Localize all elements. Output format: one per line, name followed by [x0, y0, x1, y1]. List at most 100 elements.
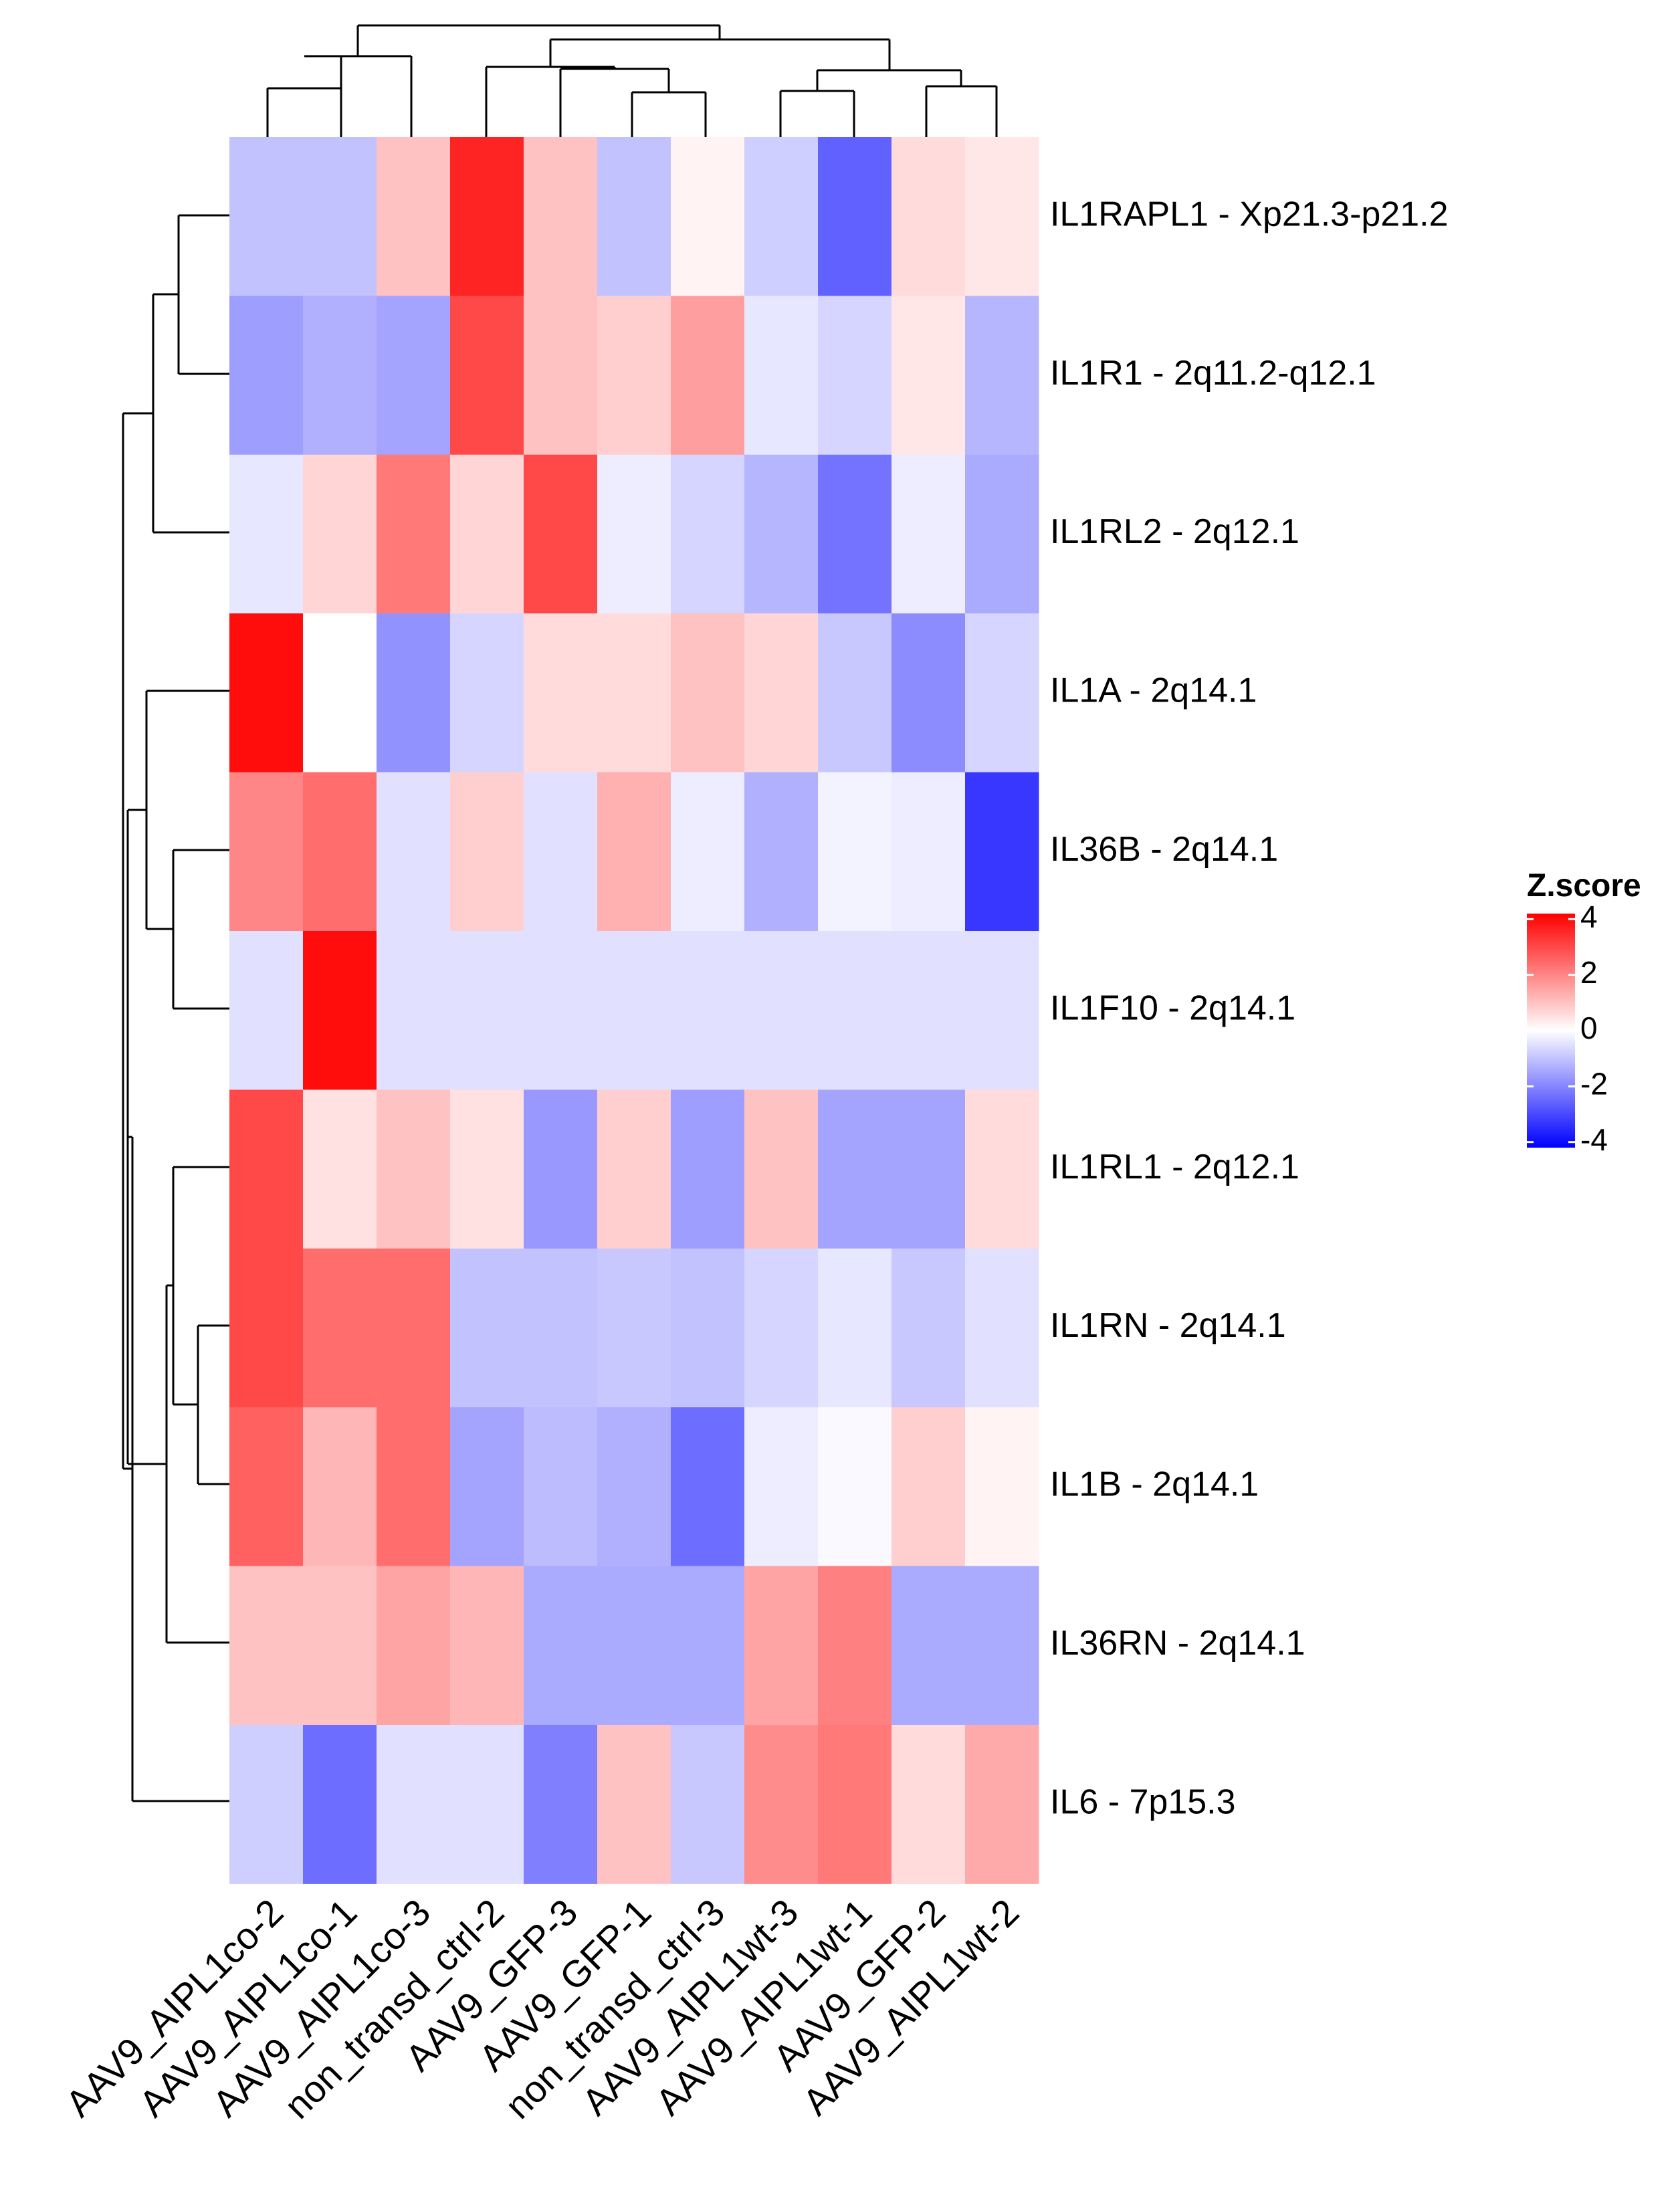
- heatmap-cell: [524, 772, 598, 932]
- heatmap-cell: [229, 613, 304, 773]
- heatmap-cell: [671, 296, 745, 455]
- heatmap-cell: [671, 931, 745, 1090]
- row-label: IL1B - 2q14.1: [1050, 1465, 1259, 1504]
- row-label: IL36RN - 2q14.1: [1050, 1624, 1305, 1663]
- heatmap-cell: [744, 1566, 819, 1725]
- heatmap-cell: [671, 1725, 745, 1884]
- heatmap-cell: [818, 613, 892, 773]
- legend-tick-label: -4: [1580, 1122, 1608, 1157]
- heatmap-cell: [965, 1248, 1039, 1408]
- heatmap-cell: [671, 613, 745, 773]
- heatmap-cell: [524, 137, 598, 296]
- heatmap-cell: [450, 613, 524, 773]
- column-dendrogram: [266, 24, 998, 137]
- heatmap-cell: [303, 1407, 377, 1567]
- row-label: IL1A - 2q14.1: [1050, 671, 1257, 710]
- heatmap-cell: [377, 454, 451, 614]
- heatmap-cell: [450, 1407, 524, 1567]
- heatmap-cell: [524, 454, 598, 614]
- heatmap-cell: [891, 1566, 966, 1725]
- heatmap-cell: [891, 931, 966, 1090]
- row-label: IL1RAPL1 - Xp21.3-p21.2: [1050, 195, 1449, 233]
- heatmap-cell: [965, 454, 1039, 614]
- heatmap-cell: [818, 772, 892, 932]
- legend-tick-label: -2: [1580, 1066, 1608, 1101]
- heatmap-cell: [671, 1089, 745, 1249]
- heatmap-cell: [597, 1725, 671, 1884]
- heatmap-cell: [303, 296, 377, 455]
- heatmap-cell: [744, 1725, 819, 1884]
- heatmap-cell: [891, 1248, 966, 1408]
- legend-tick-label: 0: [1580, 1011, 1598, 1045]
- heatmap-cell: [524, 1407, 598, 1567]
- heatmap-cell: [377, 1566, 451, 1725]
- heatmap-cell: [891, 1089, 966, 1249]
- heatmap-cell: [965, 1089, 1039, 1249]
- heatmap-cell: [303, 613, 377, 773]
- heatmap-cell: [965, 137, 1039, 296]
- heatmap-cell: [229, 1089, 304, 1249]
- heatmap-cell: [524, 1725, 598, 1884]
- heatmap-cell: [303, 1248, 377, 1408]
- heatmap-cell: [303, 772, 377, 932]
- heatmap-cell: [818, 454, 892, 614]
- heatmap-cell: [524, 931, 598, 1090]
- heatmap-cell: [671, 137, 745, 296]
- heatmap-cell: [377, 1407, 451, 1567]
- heatmap-cell: [597, 772, 671, 932]
- heatmap-cell: [377, 137, 451, 296]
- row-label: IL6 - 7p15.3: [1050, 1782, 1236, 1821]
- row-label: IL1F10 - 2q14.1: [1050, 988, 1295, 1027]
- heatmap-cell: [597, 613, 671, 773]
- heatmap-cell: [891, 613, 966, 773]
- heatmap-cell: [744, 772, 819, 932]
- heatmap-cell: [450, 772, 524, 932]
- heatmap-cell: [377, 1248, 451, 1408]
- heatmap-cell: [303, 454, 377, 614]
- heatmap-cell: [229, 1725, 304, 1884]
- heatmap-cell: [303, 137, 377, 296]
- heatmap-cell: [450, 1089, 524, 1249]
- heatmap-cell: [450, 1566, 524, 1725]
- heatmap-cell: [229, 137, 304, 296]
- row-label: IL1RL1 - 2q12.1: [1050, 1148, 1299, 1186]
- heatmap-cell: [303, 1089, 377, 1249]
- heatmap-cell: [450, 1725, 524, 1884]
- heatmap-cell: [377, 772, 451, 932]
- heatmap-cell: [671, 1566, 745, 1725]
- heatmap-cell: [597, 1089, 671, 1249]
- heatmap-cell: [744, 1407, 819, 1567]
- heatmap-cell: [891, 1725, 966, 1884]
- row-labels: IL1RAPL1 - Xp21.3-p21.2 IL1R1 - 2q11.2-q1…: [1050, 195, 1449, 1821]
- heatmap-cell: [450, 1248, 524, 1408]
- heatmap-cell: [744, 296, 819, 455]
- legend-colorbar: [1527, 914, 1575, 1148]
- heatmap-cell: [597, 296, 671, 455]
- heatmap-cell: [891, 137, 966, 296]
- heatmap-cell: [450, 137, 524, 296]
- heatmap-cell: [450, 454, 524, 614]
- heatmap-cell: [450, 296, 524, 455]
- heatmap-cell: [671, 1407, 745, 1567]
- heatmap-cell: [229, 1566, 304, 1725]
- heatmap-cell: [229, 454, 304, 614]
- heatmap-cell: [818, 931, 892, 1090]
- heatmap-cell: [229, 296, 304, 455]
- heatmap-cell: [818, 1248, 892, 1408]
- heatmap-cell: [965, 296, 1039, 455]
- column-labels: AAV9_AIPL1co-2AAV9_AIPL1co-1AAV9_AIPL1co…: [58, 1891, 1027, 2127]
- legend-ticks: 4 2 0 -2 -4: [1527, 899, 1608, 1157]
- row-label: IL36B - 2q14.1: [1050, 830, 1278, 869]
- heatmap-cell: [377, 1725, 451, 1884]
- heatmap-cell: [744, 1089, 819, 1249]
- heatmap-cell: [377, 296, 451, 455]
- heatmap-cell: [671, 1248, 745, 1408]
- heatmap-cell: [891, 772, 966, 932]
- heatmap-cell: [303, 931, 377, 1090]
- heatmap-cell: [965, 931, 1039, 1090]
- legend-tick-label: 4: [1580, 899, 1598, 934]
- heatmap-cell: [965, 613, 1039, 773]
- heatmap-cell: [965, 772, 1039, 932]
- heatmap-cell: [965, 1407, 1039, 1567]
